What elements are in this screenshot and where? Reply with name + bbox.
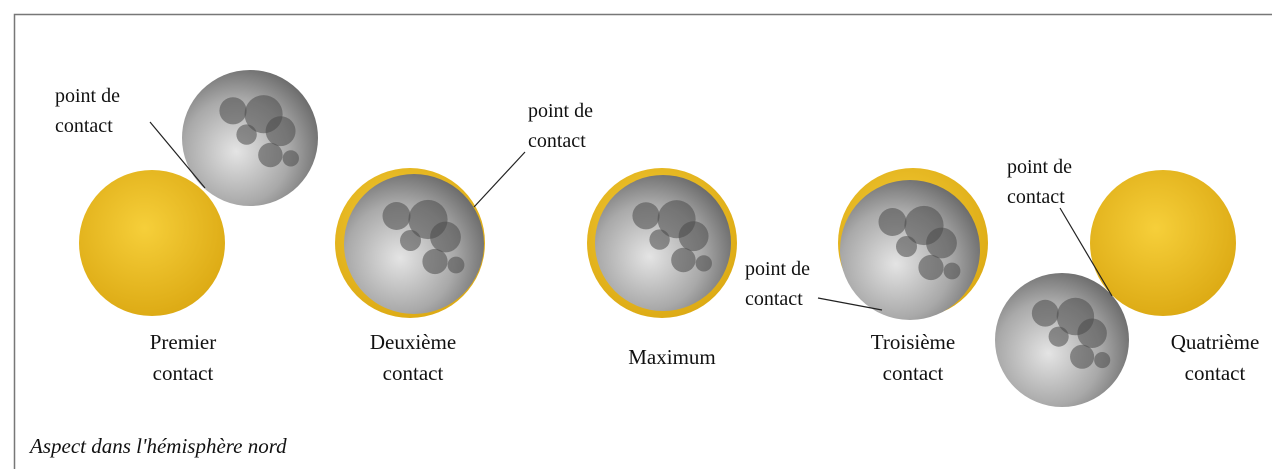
stage-label: Maximum <box>628 345 716 369</box>
annotation: contact <box>1007 186 1065 208</box>
sun <box>1090 170 1236 316</box>
moon-mare <box>926 228 957 259</box>
moon-mare <box>918 255 943 280</box>
caption: Aspect dans l'hémisphère nord <box>28 434 287 458</box>
moon-mare <box>448 257 465 274</box>
moon-mare <box>236 124 256 144</box>
pointer-line <box>474 152 525 207</box>
stage-label: contact <box>883 361 944 385</box>
stage-label: Quatrième <box>1171 330 1260 354</box>
stage-label: Troisième <box>871 330 955 354</box>
annotation: point de <box>1007 156 1072 178</box>
moon-mare <box>696 255 712 271</box>
moon-mare <box>422 249 447 274</box>
annotation: point de <box>55 85 120 107</box>
moon-mare <box>632 202 659 229</box>
moon-mare <box>944 263 961 280</box>
annotation: point de <box>745 258 810 280</box>
stage-label: Deuxième <box>370 330 456 354</box>
moon-mare <box>649 229 669 249</box>
stage-label: contact <box>383 361 444 385</box>
stage-label: contact <box>153 361 214 385</box>
moon-mare <box>266 116 296 146</box>
annotation: contact <box>528 130 586 152</box>
stage-label: Premier <box>150 330 216 354</box>
moon-mare <box>283 150 299 166</box>
moon-mare <box>1070 345 1094 369</box>
moon-mare <box>1077 319 1106 348</box>
moon-mare <box>430 222 461 253</box>
moon-mare <box>219 97 246 124</box>
stage-label: contact <box>1185 361 1246 385</box>
annotation: contact <box>55 115 113 137</box>
moon-mare <box>1049 327 1069 347</box>
sun <box>79 170 225 316</box>
moon-mare <box>879 208 907 236</box>
annotation: point de <box>528 100 593 122</box>
moon-mare <box>896 236 917 257</box>
moon-mare <box>400 230 421 251</box>
annotation: contact <box>745 288 803 310</box>
page: {"stages": [ {"label": ["Premier", "cont… <box>0 0 1272 469</box>
moon-mare <box>1094 352 1110 368</box>
moon-mare <box>258 143 282 167</box>
moon-mare <box>679 221 709 251</box>
diagram: Premier contact Deuxième contact Maximum Troi… <box>0 0 1272 469</box>
moon-mare <box>383 202 411 230</box>
moon-mare <box>671 248 695 272</box>
moon-mare <box>1032 300 1059 327</box>
